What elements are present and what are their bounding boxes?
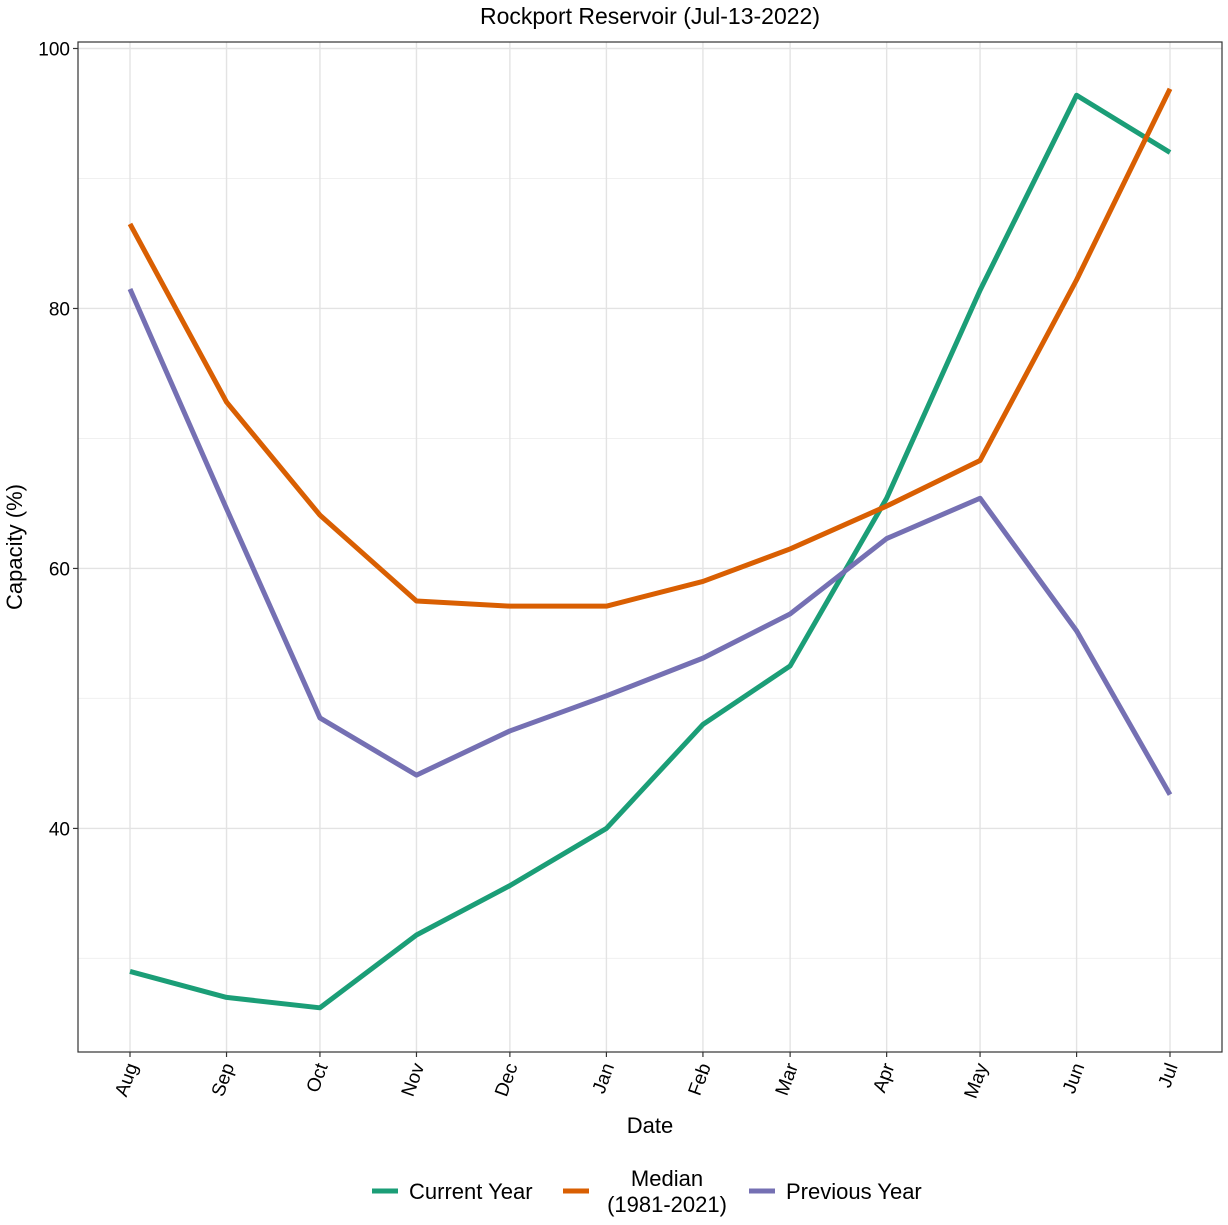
- plot-panel-border: [77, 41, 1223, 1053]
- x-axis-label: Date: [627, 1113, 673, 1138]
- series-line-current-year: [129, 92, 1172, 1011]
- y-tick-label: 40: [49, 819, 70, 840]
- y-tick-label: 60: [49, 559, 70, 580]
- x-tick-label: Jun: [1059, 1061, 1089, 1097]
- y-axis-label: Capacity (%): [2, 484, 27, 610]
- x-tick-label: Sep: [208, 1061, 239, 1100]
- x-tick-label: Jul: [1155, 1061, 1183, 1091]
- y-tick-label: 80: [49, 299, 70, 320]
- x-tick-label: Dec: [491, 1061, 522, 1100]
- legend: Current Year Median (1981-2021) Previous Ye…: [372, 1166, 922, 1217]
- x-tick-label: Aug: [111, 1061, 142, 1100]
- y-tick-label: 100: [38, 39, 70, 60]
- series-line-previous-year: [127, 287, 1173, 796]
- x-axis: Aug Sep Oct Nov Dec Jan Feb Mar Apr May Jun Jul: [111, 1052, 1183, 1101]
- x-tick-label: May: [961, 1060, 993, 1101]
- legend-label: Current Year: [409, 1179, 533, 1204]
- chart-title: Rockport Reservoir (Jul-13-2022): [480, 3, 820, 29]
- x-tick-label: Jan: [589, 1061, 619, 1097]
- x-tick-label: Nov: [398, 1060, 429, 1099]
- x-tick-label: Feb: [685, 1061, 716, 1099]
- x-tick-label: Apr: [869, 1060, 899, 1096]
- legend-label: Previous Year: [786, 1179, 922, 1204]
- series-line-median: [127, 87, 1173, 609]
- y-axis: 40 60 80 100: [38, 39, 78, 840]
- legend-label: Median (1981-2021): [607, 1166, 727, 1217]
- x-tick-label: Mar: [772, 1060, 803, 1099]
- series-lines: [127, 87, 1173, 1011]
- x-tick-label: Oct: [303, 1060, 333, 1096]
- grid: [78, 42, 1222, 1052]
